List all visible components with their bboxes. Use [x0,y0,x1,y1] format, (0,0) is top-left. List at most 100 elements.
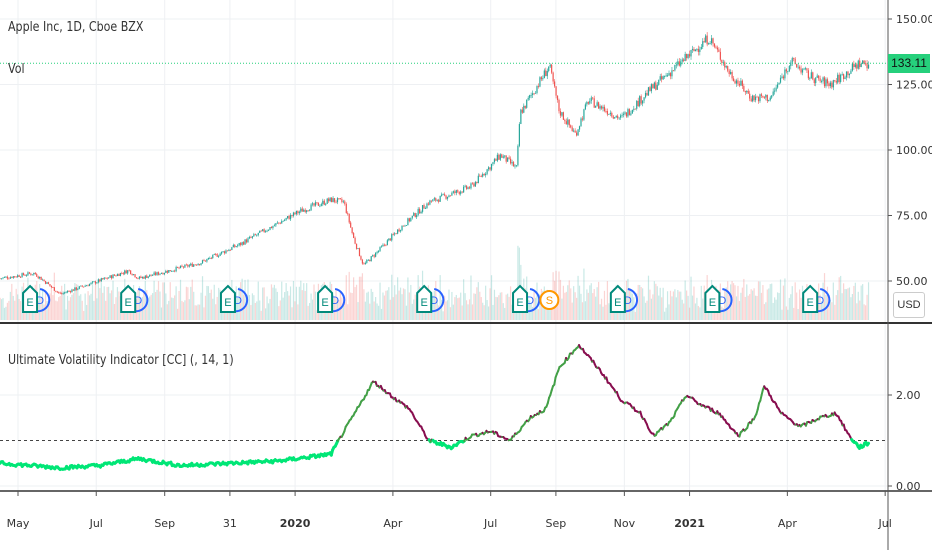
candle-body [617,115,619,119]
candle-body [87,285,89,287]
volume-bar [803,309,805,320]
candle-body [279,222,281,224]
volume-bar [110,290,113,320]
earnings-icon [22,284,39,313]
earnings-icon-label: E [807,297,814,309]
candle-body [722,62,724,64]
candle-body [404,225,406,227]
volume-bar [677,290,679,320]
volume-bar [99,288,101,320]
volume-bar [831,302,833,320]
candle-body [586,102,588,105]
candle-body [68,291,70,292]
candle-body [272,226,274,229]
candle-body [857,60,859,69]
dividend-icon [233,288,249,313]
volume-bar [775,299,777,320]
candle-body [609,112,611,115]
candle-body [612,116,614,119]
price-tick-label: 75.00 [896,210,928,223]
candle-body [571,127,573,132]
candle-body [810,72,812,79]
currency-button[interactable]: USD [893,292,925,318]
volume-bar [675,297,677,320]
volume-bar [691,295,694,320]
volume-bar [3,307,6,320]
volume-bar [790,294,792,320]
candle-body [176,266,179,268]
time-tick-label: Jul [483,517,497,530]
candle-body [44,281,47,284]
candle-body [854,64,856,68]
candle-body [622,113,625,115]
volume-bar [215,304,217,320]
volume-bar [439,275,441,320]
candle-body [355,243,358,249]
volume-bar [461,305,463,320]
candle-body [838,74,840,82]
candle-body [147,276,149,278]
volume-bar [222,310,224,320]
volume-bar [665,307,667,320]
candle-body [652,84,654,89]
volume-bar [656,286,658,320]
volume-bar [310,293,312,320]
candle-body [124,270,126,274]
candle-body [175,266,177,272]
candle-body [90,282,92,284]
candle-body [537,86,540,87]
volume-bar [518,247,520,320]
candle-body [518,124,520,146]
volume-bar [333,296,336,320]
candle-body [542,78,544,80]
dividend-icon-label: D [816,295,824,307]
candle-body [397,229,399,234]
volume-bar [122,309,124,320]
candle-body [122,273,124,275]
candle-body [411,215,413,218]
volume-bar [735,296,738,320]
volume-bar [504,307,506,320]
volume-bar [637,284,639,320]
volume-bar [285,283,287,320]
candle-body [53,287,55,291]
dividend-icon [330,288,346,313]
volume-bar [154,292,157,320]
volume-bar [797,308,799,320]
volume-bar [109,293,111,320]
candle-body [867,64,870,69]
volume-bar [44,289,47,320]
volume-bar [5,306,7,320]
volume-bar [264,308,267,320]
volume-bar [558,271,560,320]
volume-bar [586,289,588,320]
earnings-icon [120,284,137,313]
candle-body [581,118,584,120]
volume-bar [284,292,286,320]
candle-body [501,154,503,158]
candle-body [526,99,528,108]
volume-bar [361,273,364,320]
candle-body [477,175,479,184]
volume-bar [169,282,171,320]
volume-bar [11,283,13,320]
volume-bar [441,299,443,320]
candle-body [193,264,195,267]
volume-bar [74,283,76,320]
candle-body [570,125,572,128]
candle-body [498,154,500,160]
candle-body [697,48,699,52]
volume-bar [339,291,342,320]
volume-bar [853,285,855,320]
candle-body [88,283,91,286]
candle-body [311,203,314,205]
candle-body [567,119,569,125]
volume-bar [301,290,303,320]
candle-body [860,63,862,68]
time-tick-label: 2020 [280,517,311,530]
candle-body [514,165,516,167]
candle-body [350,222,352,228]
candle-body [439,195,441,202]
